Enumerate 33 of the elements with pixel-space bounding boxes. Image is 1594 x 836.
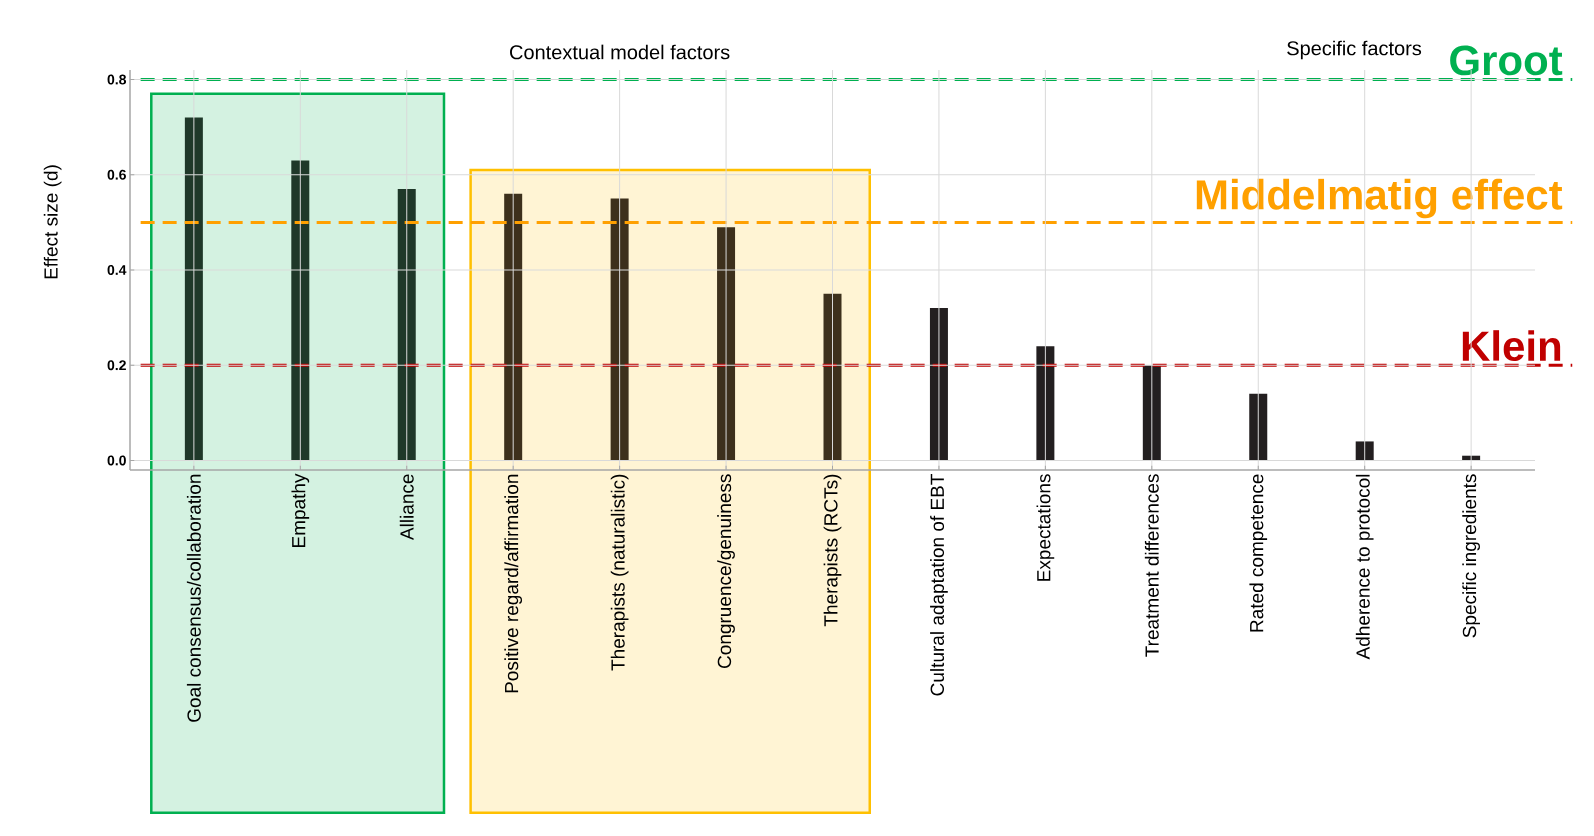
y-tick-label: 0.8	[107, 74, 127, 85]
bar	[1355, 441, 1374, 461]
ref-line-label: Klein	[1462, 330, 1561, 362]
bar	[291, 160, 310, 461]
y-tick-label: 0.2	[107, 360, 126, 371]
y-tick-label: 0.0	[107, 455, 126, 466]
x-tick-label: Specific ingredients	[1462, 474, 1480, 638]
x-tick-label: Therapists (naturalistic)	[610, 474, 629, 671]
x-tick-label: Positive regard/affirmation	[504, 474, 523, 693]
x-tick-label: Adherence to protocol	[1355, 474, 1374, 660]
y-tick-label: 0.4	[107, 265, 127, 275]
x-tick-label: Expectations	[1036, 474, 1055, 581]
x-tick-label: Therapists (RCTs)	[823, 474, 842, 627]
y-axis-title: Effect size (d)	[43, 165, 62, 279]
text: Specific factors	[1287, 40, 1422, 60]
bar	[1142, 365, 1161, 461]
bar	[1036, 346, 1055, 461]
x-tick-label: Cultural adaptation of EBT	[930, 474, 948, 696]
bar	[397, 189, 416, 461]
text: Contextual model factors	[510, 44, 730, 60]
x-tick-label: Empathy	[291, 473, 310, 547]
bar	[823, 293, 842, 461]
ref-line-label: Groot	[1450, 45, 1563, 76]
ref-line-label: Middelmatig effect	[1196, 178, 1563, 219]
x-tick-label: Rated competence	[1249, 474, 1268, 632]
x-tick-label: Goal consensus/collaboration	[186, 474, 201, 722]
y-tick-label: 0.6	[107, 169, 126, 180]
x-tick-label: Alliance	[399, 474, 414, 541]
x-tick-label: Treatment differences	[1144, 474, 1159, 657]
x-tick-label: Congruence/genuiness	[717, 474, 735, 668]
bar	[610, 198, 629, 461]
bar	[504, 193, 523, 461]
bar	[1249, 393, 1268, 461]
